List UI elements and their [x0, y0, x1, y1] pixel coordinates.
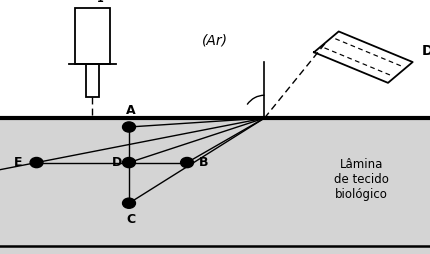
- Text: C: C: [126, 213, 136, 226]
- Bar: [86, 64, 99, 97]
- Ellipse shape: [30, 157, 43, 168]
- Text: $\mathbf{D_2}$: $\mathbf{D_2}$: [421, 43, 430, 59]
- Text: Lâmina
de tecido
biológico: Lâmina de tecido biológico: [334, 157, 389, 201]
- Text: (Ar): (Ar): [202, 34, 228, 48]
- Ellipse shape: [123, 122, 135, 132]
- Text: B: B: [199, 155, 209, 169]
- Text: D: D: [112, 155, 122, 169]
- Ellipse shape: [123, 198, 135, 208]
- Text: A: A: [126, 104, 136, 117]
- Ellipse shape: [123, 157, 135, 168]
- Ellipse shape: [181, 157, 194, 168]
- Text: $\mathbf{D_1}$: $\mathbf{D_1}$: [85, 0, 104, 5]
- Bar: [0, 118, 430, 254]
- Text: E: E: [14, 155, 22, 169]
- Bar: [75, 8, 110, 64]
